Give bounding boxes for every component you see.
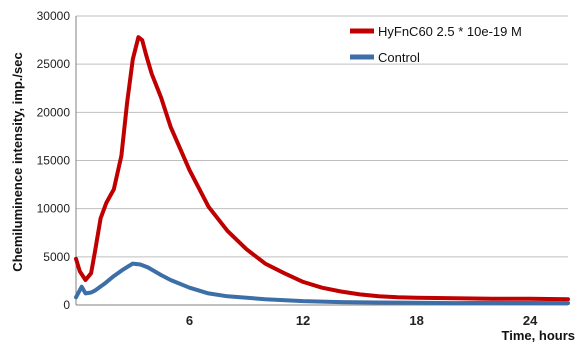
x-axis-label: Time, hours xyxy=(502,328,575,343)
y-tick-label: 10000 xyxy=(37,202,71,216)
y-tick-label: 0 xyxy=(63,298,70,312)
tick-labels: 0 5000 10000 15000 20000 25000 30000 6 12 18 24 xyxy=(37,9,539,328)
legend-label-hyfnc60: HyFnC60 2.5 * 10e-19 M xyxy=(378,24,522,39)
y-tick-label: 30000 xyxy=(37,9,71,23)
x-tick-label: 18 xyxy=(409,313,423,328)
series-lines xyxy=(74,35,570,306)
y-tick-label: 15000 xyxy=(37,154,71,168)
legend: HyFnC60 2.5 * 10e-19 M Control xyxy=(350,24,522,65)
legend-label-control: Control xyxy=(378,50,420,65)
series-line-control xyxy=(74,261,570,306)
gridlines xyxy=(76,15,568,258)
series-line-hyfnc60 xyxy=(74,35,570,302)
y-axis-label: Chemiluminence intensity, imp./sec xyxy=(10,52,25,271)
x-tick-label: 12 xyxy=(296,313,310,328)
y-tick-label: 20000 xyxy=(37,105,71,119)
x-tick-label: 6 xyxy=(186,313,193,328)
y-tick-label: 5000 xyxy=(43,250,70,264)
x-tick-label: 24 xyxy=(523,313,538,328)
y-tick-label: 25000 xyxy=(37,57,71,71)
